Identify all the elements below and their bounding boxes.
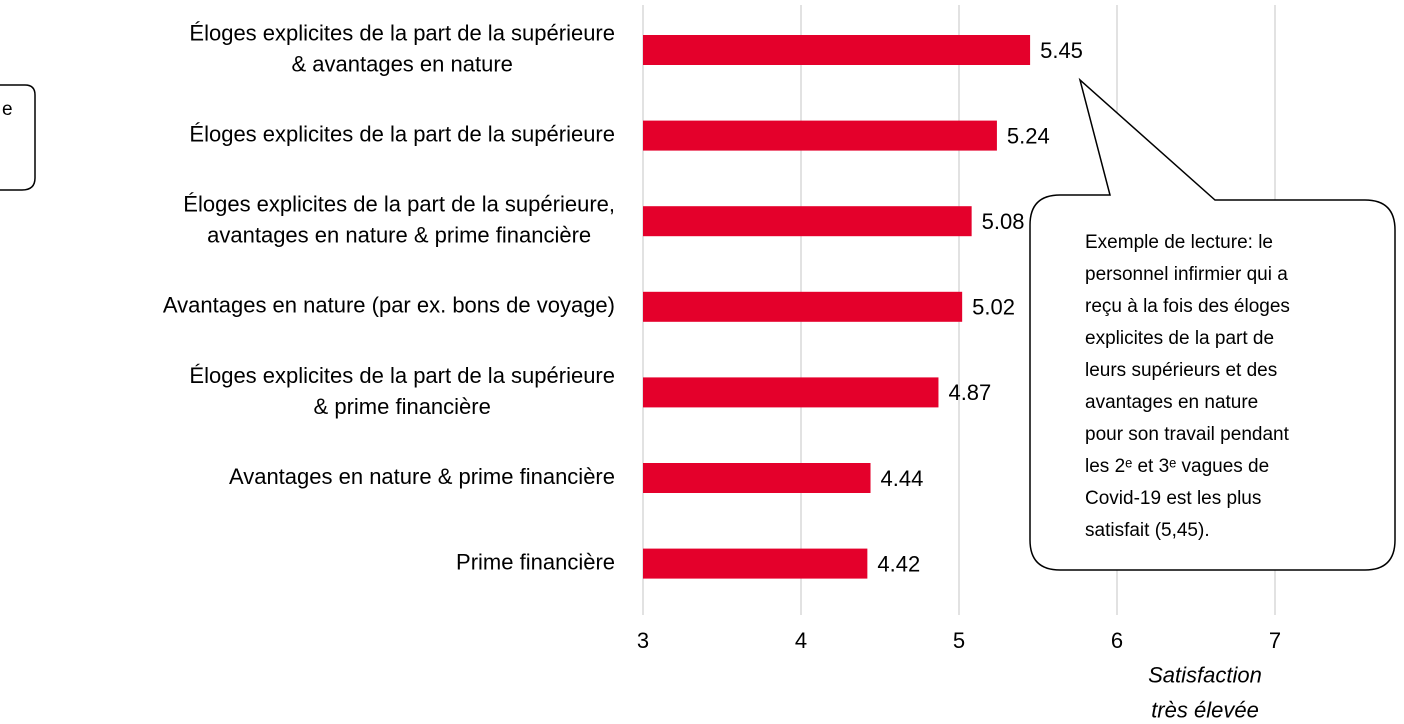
bar xyxy=(643,291,963,322)
bar xyxy=(643,35,1031,65)
annotation-line: personnel infirmier qui a xyxy=(1085,264,1288,285)
value-label: 4.44 xyxy=(881,466,924,491)
annotation-line: pour son travail pendant xyxy=(1085,424,1290,445)
annotation-line: leurs supérieurs et des xyxy=(1085,360,1277,381)
x-tick-label: 4 xyxy=(795,628,807,653)
bar xyxy=(643,377,939,408)
x-tick-label: 3 xyxy=(637,628,649,653)
annotation-line: les 2ᵉ et 3ᵉ vagues de xyxy=(1085,456,1269,477)
value-label: 4.42 xyxy=(877,551,920,576)
category-label: Éloges explicites de la part de la supér… xyxy=(183,192,615,248)
annotation-line: reçu à la fois des éloges xyxy=(1085,296,1290,317)
category-label: Éloges explicites de la part de la supér… xyxy=(189,20,615,76)
x-tick-label: 6 xyxy=(1111,628,1123,653)
category-label: Éloges explicites de la part de la supér… xyxy=(189,363,615,419)
value-label: 5.02 xyxy=(972,295,1015,320)
callout-bubble xyxy=(1029,77,1396,571)
value-label: 5.08 xyxy=(982,209,1025,234)
x-tick-label: 5 xyxy=(953,628,965,653)
bar xyxy=(643,206,972,237)
value-label: 5.24 xyxy=(1007,123,1050,148)
annotation-line: avantages en nature xyxy=(1085,392,1258,413)
annotation-line: Covid-19 est les plus xyxy=(1085,488,1261,509)
annotation-line: explicites de la part de xyxy=(1085,328,1274,349)
annotation-line: satisfait (5,45). xyxy=(1085,520,1210,541)
cropped-annotation: e xyxy=(2,99,13,120)
x-tick-label: 7 xyxy=(1269,628,1281,653)
category-label: Avantages en nature (par ex. bons de voy… xyxy=(163,293,615,318)
category-label: Prime financière xyxy=(456,549,615,574)
cropped-box xyxy=(0,84,36,191)
annotation-line: Exemple de lecture: le xyxy=(1085,232,1273,253)
category-label: Avantages en nature & prime financière xyxy=(229,464,615,489)
value-label: 4.87 xyxy=(948,380,991,405)
value-label: 5.45 xyxy=(1040,38,1083,63)
bar xyxy=(643,548,868,579)
category-label: Éloges explicites de la part de la supér… xyxy=(189,121,615,146)
bar xyxy=(643,120,997,151)
x-axis-label: Satisfaction très élevée xyxy=(1148,662,1262,722)
bar xyxy=(643,463,871,493)
